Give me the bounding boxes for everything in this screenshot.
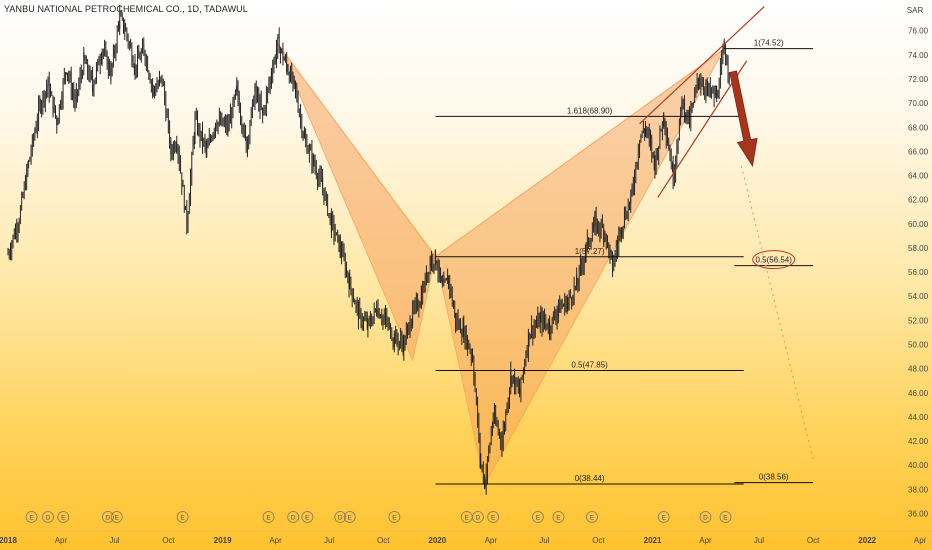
y-axis-tick-label: 48.00 [908,365,929,374]
y-axis-tick-label: 50.00 [908,341,929,350]
x-axis-tick-label: Oct [162,536,175,545]
y-axis-tick-label: 44.00 [908,413,929,422]
y-axis-tick-label: 66.00 [908,147,929,156]
event-marker-label: E [723,515,728,522]
x-axis-tick-label: Jul [754,536,764,545]
event-marker-label: E [556,515,561,522]
event-marker-circle [388,511,401,523]
y-axis-tick-label: 62.00 [908,196,929,205]
fib-level-label: 1(57.27) [575,247,605,256]
event-marker-label: E [536,515,541,522]
harmonic-leg-bd [435,48,725,257]
x-axis-tick-label: 2018 [0,536,17,545]
event-marker-circle [262,511,275,523]
x-axis-tick-label: 2021 [644,536,662,545]
y-axis-tick-label: 40.00 [908,461,929,470]
event-marker-circle [719,511,732,523]
y-axis-tick-label: 60.00 [908,220,929,229]
event-marker-circle [552,511,565,523]
y-axis-tick-label: 56.00 [908,268,929,277]
event-marker-label: E [180,515,185,522]
y-axis-tick-label: 68.00 [908,123,929,132]
projection-dotted-line [740,165,814,460]
down-arrow [729,70,758,167]
fib-highlight-circle [752,250,796,270]
event-marker-label: D [46,515,51,522]
event-marker-circle [699,511,712,523]
fib-level-label: 0.5(56.54) [755,256,792,265]
event-marker-circle [57,511,70,523]
y-axis-tick-label: 54.00 [908,292,929,301]
candles [7,4,730,495]
chart-title: YANBU NATIONAL PETROCHEMICAL CO., 1D, TA… [4,4,248,14]
event-marker-circle [110,511,123,523]
fib-level-label: 0.5(47.85) [571,360,608,369]
event-marker-circle [487,511,500,523]
fib-level-label: 0(38.44) [575,474,605,483]
event-marker-label: E [305,515,310,522]
event-marker-circle [343,511,356,523]
y-axis-tick-label: 36.00 [908,510,929,519]
x-axis-tick-label: Jul [324,536,334,545]
x-axis-tick-label: 2020 [428,536,446,545]
event-marker-circle [471,511,484,523]
event-marker-label: E [392,515,397,522]
event-marker-circle [334,511,347,523]
y-axis-tick-label: 38.00 [908,485,929,494]
event-marker-label: D [338,515,343,522]
x-axis-tick-label: Apr [914,536,927,545]
x-axis-tick-label: 2019 [214,536,232,545]
fib-level-label: 1(74.52) [754,39,784,48]
y-axis-tick-label: 46.00 [908,389,929,398]
y-axis-tick-label: 74.00 [908,51,929,60]
x-axis-tick-label: Jul [109,536,119,545]
event-marker-label: D [291,515,296,522]
x-axis-tick-label: Apr [485,536,498,545]
y-axis-tick-label: 76.00 [908,27,929,36]
event-marker-label: E [590,515,595,522]
event-marker-label: E [662,515,667,522]
event-marker-circle [102,511,114,523]
event-marker-label: E [491,515,496,522]
y-axis-tick-label: 58.00 [908,244,929,253]
event-marker-circle [657,511,670,523]
event-marker-label: D [703,515,708,522]
x-axis-tick-label: 2022 [858,536,876,545]
event-marker-label: D [106,515,111,522]
currency-label: SAR [907,6,924,15]
event-marker-circle [25,511,38,523]
event-marker-circle [287,511,300,523]
event-marker-label: E [29,515,34,522]
event-marker-label: E [61,515,66,522]
y-axis-tick-label: 52.00 [908,316,929,325]
harmonic-leg-xb [277,43,436,257]
event-marker-label: E [115,515,120,522]
y-axis-tick-label: 72.00 [908,75,929,84]
x-axis-tick-label: Oct [592,536,605,545]
event-marker-label: D [476,515,481,522]
event-marker-circle [301,511,314,523]
fib-level-label: 0(38.56) [759,473,789,482]
event-marker-circle [531,511,544,523]
x-axis-tick-label: Oct [377,536,390,545]
event-marker-label: E [266,515,271,522]
event-marker-circle [586,511,598,523]
channel-upper-line [639,6,765,125]
x-axis-tick-label: Jul [539,536,549,545]
fib-level-label: 1.618(68.90) [567,106,613,115]
y-axis-tick-label: 42.00 [908,437,929,446]
event-marker-label: E [348,515,353,522]
event-marker-circle [42,511,54,523]
y-axis-tick-label: 70.00 [908,99,929,108]
x-axis-tick-label: Apr [269,536,282,545]
x-axis-tick-label: Apr [699,536,712,545]
y-axis-tick-label: 64.00 [908,172,929,181]
x-axis-tick-label: Apr [55,536,68,545]
x-axis-tick-label: Oct [807,536,820,545]
event-marker-label: E [465,515,470,522]
event-marker-circle [176,511,189,523]
